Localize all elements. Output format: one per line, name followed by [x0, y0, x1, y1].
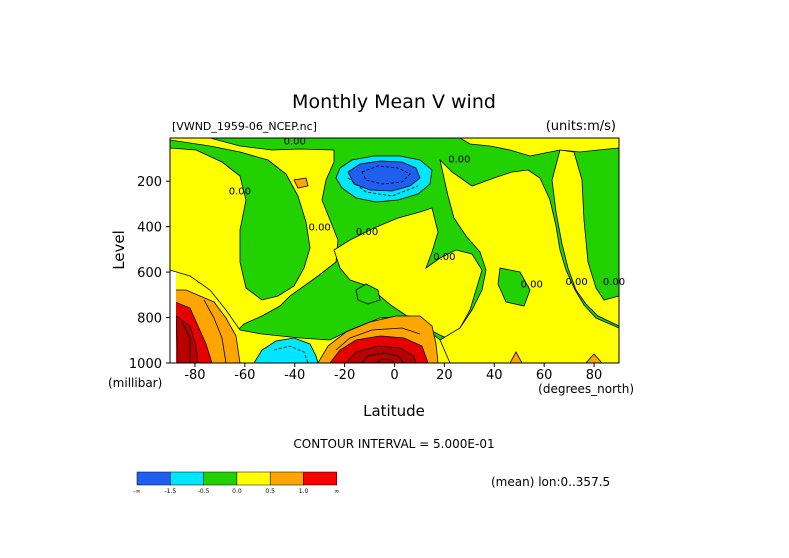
- missing-data-region: [170, 272, 176, 363]
- orange-patch-upper: [293, 177, 309, 189]
- cyan-cell-lower: [253, 337, 319, 363]
- yellow-region-west-hole: [170, 139, 311, 301]
- legend-swatch: [303, 471, 338, 486]
- yellow-region-east: [429, 158, 619, 363]
- blue-cell-upper: [347, 160, 421, 192]
- y-axis: 200 400 600 800 1000: [129, 175, 170, 372]
- x-tick-label: -80: [184, 368, 205, 383]
- legend-label: ∞: [334, 488, 339, 495]
- legend-swatch: [170, 471, 204, 486]
- legend-swatch: [136, 471, 171, 486]
- darkred-cell-lower: [345, 345, 417, 363]
- legend-label: -0.5: [198, 488, 210, 495]
- y-axis-label: Level: [110, 230, 128, 270]
- yellow-region-eastmost: [551, 149, 619, 327]
- x-tick-label: 60: [536, 368, 553, 383]
- legend-label: 0.0: [232, 488, 242, 495]
- x-tick-label: -20: [334, 368, 355, 383]
- contour-value-label: 0.00: [229, 186, 251, 197]
- contour-value-label: 0.00: [448, 154, 470, 165]
- darkred-region-south-pole: [175, 315, 199, 363]
- contour-value-label: 0.00: [356, 227, 378, 238]
- legend-label: 1.0: [299, 488, 309, 495]
- contour-plot: [170, 138, 619, 363]
- contour-value-label: 0.00: [433, 252, 455, 263]
- x-axis: -80 -60 -40 -20 0 20 40 60 80: [184, 363, 602, 383]
- y-tick-label: 800: [137, 312, 162, 327]
- dataset-label: [VWND_1959-06_NCEP.nc]: [172, 120, 317, 133]
- green-patch-north: [497, 267, 531, 307]
- mean-longitude-text: (mean) lon:0..357.5: [491, 475, 610, 489]
- y-tick-label: 600: [137, 266, 162, 281]
- yellow-region-center: [333, 207, 483, 339]
- x-tick-label: -40: [284, 368, 305, 383]
- units-label: (units:m/s): [546, 119, 616, 134]
- x-axis-units: (degrees_north): [538, 382, 634, 396]
- contour-value-label: 0.00: [603, 277, 625, 288]
- contour-labels: 0.00 0.00 0.00 0.00 0.00 0.00 0.00 0.00 0.00: [229, 136, 625, 290]
- x-tick-label: -60: [234, 368, 255, 383]
- inner-contours: [181, 165, 421, 363]
- x-tick-label: 20: [436, 368, 453, 383]
- yellow-region-top-right: [459, 138, 619, 157]
- green-patch-center: [355, 283, 381, 305]
- legend-swatch: [269, 471, 304, 486]
- y-tick-label: 1000: [129, 357, 162, 372]
- contour-value-label: 0.00: [565, 277, 587, 288]
- orange-patch-north-1: [509, 351, 523, 363]
- legend-label: -∞: [133, 488, 140, 495]
- contour-value-label: 0.00: [284, 136, 306, 147]
- y-tick-label: 400: [137, 221, 162, 236]
- orange-patch-north-2: [585, 353, 603, 363]
- legend-swatch: [203, 471, 238, 486]
- x-tick-label: 0: [390, 368, 398, 383]
- y-axis-units: (millibar): [108, 376, 162, 390]
- legend-label: -1.5: [164, 488, 176, 495]
- chart-title: Monthly Mean V wind: [292, 91, 496, 113]
- x-tick-label: 40: [486, 368, 503, 383]
- contour-value-label: 0.00: [309, 223, 331, 234]
- x-tick-label: 80: [586, 368, 603, 383]
- contour-value-label: 0.00: [521, 279, 543, 290]
- contour-interval-text: CONTOUR INTERVAL = 5.000E-01: [293, 437, 494, 451]
- legend-label: 0.5: [265, 488, 275, 495]
- color-legend: -∞ -1.5 -0.5 0.0 0.5 1.0 ∞: [133, 471, 339, 495]
- legend-swatch: [236, 471, 271, 486]
- y-tick-label: 200: [137, 175, 162, 190]
- x-axis-label: Latitude: [363, 402, 425, 420]
